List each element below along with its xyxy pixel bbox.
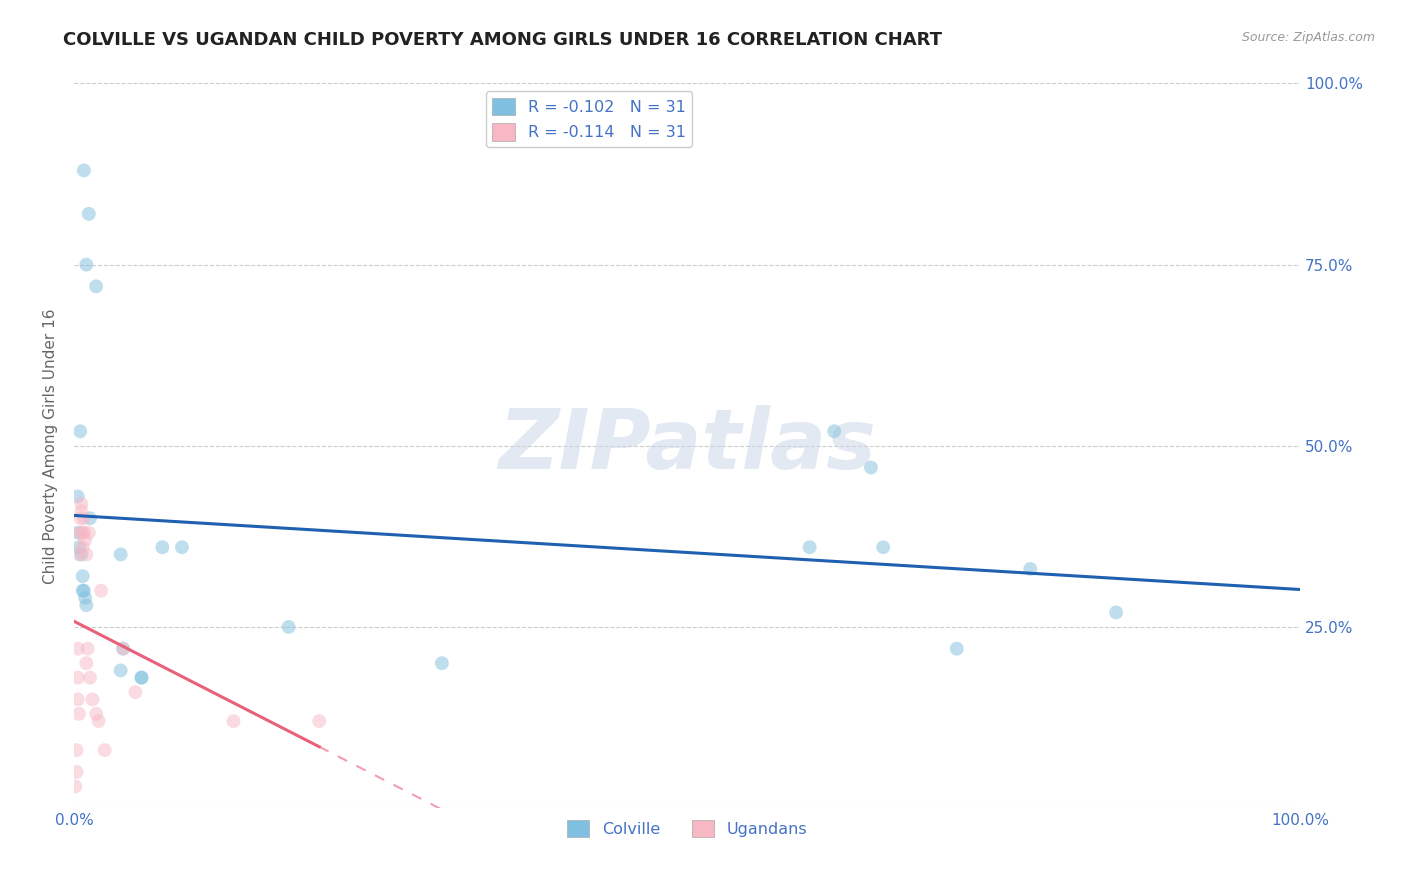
Point <box>112 641 135 656</box>
Point <box>79 511 101 525</box>
Point <box>87 714 110 728</box>
Point <box>72 525 94 540</box>
Point <box>73 163 96 178</box>
Point <box>110 548 132 562</box>
Point <box>66 692 89 706</box>
Point <box>65 780 87 794</box>
Point <box>66 490 89 504</box>
Point <box>65 743 87 757</box>
Point <box>84 279 107 293</box>
Point <box>799 540 821 554</box>
Point <box>945 641 967 656</box>
Point <box>79 671 101 685</box>
Point <box>73 525 96 540</box>
Point <box>124 685 146 699</box>
Point <box>65 764 87 779</box>
Point <box>93 743 115 757</box>
Point <box>872 540 894 554</box>
Point <box>131 671 153 685</box>
Point <box>69 525 91 540</box>
Point <box>69 511 91 525</box>
Point <box>70 548 93 562</box>
Point <box>75 548 97 562</box>
Point <box>150 540 173 554</box>
Point <box>90 583 112 598</box>
Point <box>84 706 107 721</box>
Point <box>72 583 94 598</box>
Point <box>72 540 94 554</box>
Point <box>75 656 97 670</box>
Point <box>73 511 96 525</box>
Point <box>110 664 132 678</box>
Point <box>77 525 100 540</box>
Point <box>76 641 98 656</box>
Point <box>66 525 89 540</box>
Point <box>70 497 93 511</box>
Point <box>112 641 135 656</box>
Point <box>77 207 100 221</box>
Point <box>823 424 845 438</box>
Point <box>222 714 245 728</box>
Point <box>73 583 96 598</box>
Point <box>131 671 153 685</box>
Point <box>67 540 90 554</box>
Point <box>69 424 91 438</box>
Point <box>859 460 882 475</box>
Point <box>66 641 89 656</box>
Point <box>75 598 97 612</box>
Point <box>1019 562 1042 576</box>
Text: Source: ZipAtlas.com: Source: ZipAtlas.com <box>1241 31 1375 45</box>
Point <box>75 533 97 547</box>
Point <box>82 692 104 706</box>
Point <box>170 540 193 554</box>
Point <box>75 591 97 605</box>
Point <box>75 258 97 272</box>
Legend: Colville, Ugandans: Colville, Ugandans <box>560 814 814 844</box>
Text: COLVILLE VS UGANDAN CHILD POVERTY AMONG GIRLS UNDER 16 CORRELATION CHART: COLVILLE VS UGANDAN CHILD POVERTY AMONG … <box>63 31 942 49</box>
Point <box>70 504 93 518</box>
Point <box>67 548 90 562</box>
Point <box>308 714 330 728</box>
Point <box>72 569 94 583</box>
Y-axis label: Child Poverty Among Girls Under 16: Child Poverty Among Girls Under 16 <box>44 308 58 583</box>
Point <box>430 656 453 670</box>
Text: ZIPatlas: ZIPatlas <box>498 405 876 486</box>
Point <box>1105 606 1128 620</box>
Point <box>277 620 299 634</box>
Point <box>67 706 90 721</box>
Point <box>66 671 89 685</box>
